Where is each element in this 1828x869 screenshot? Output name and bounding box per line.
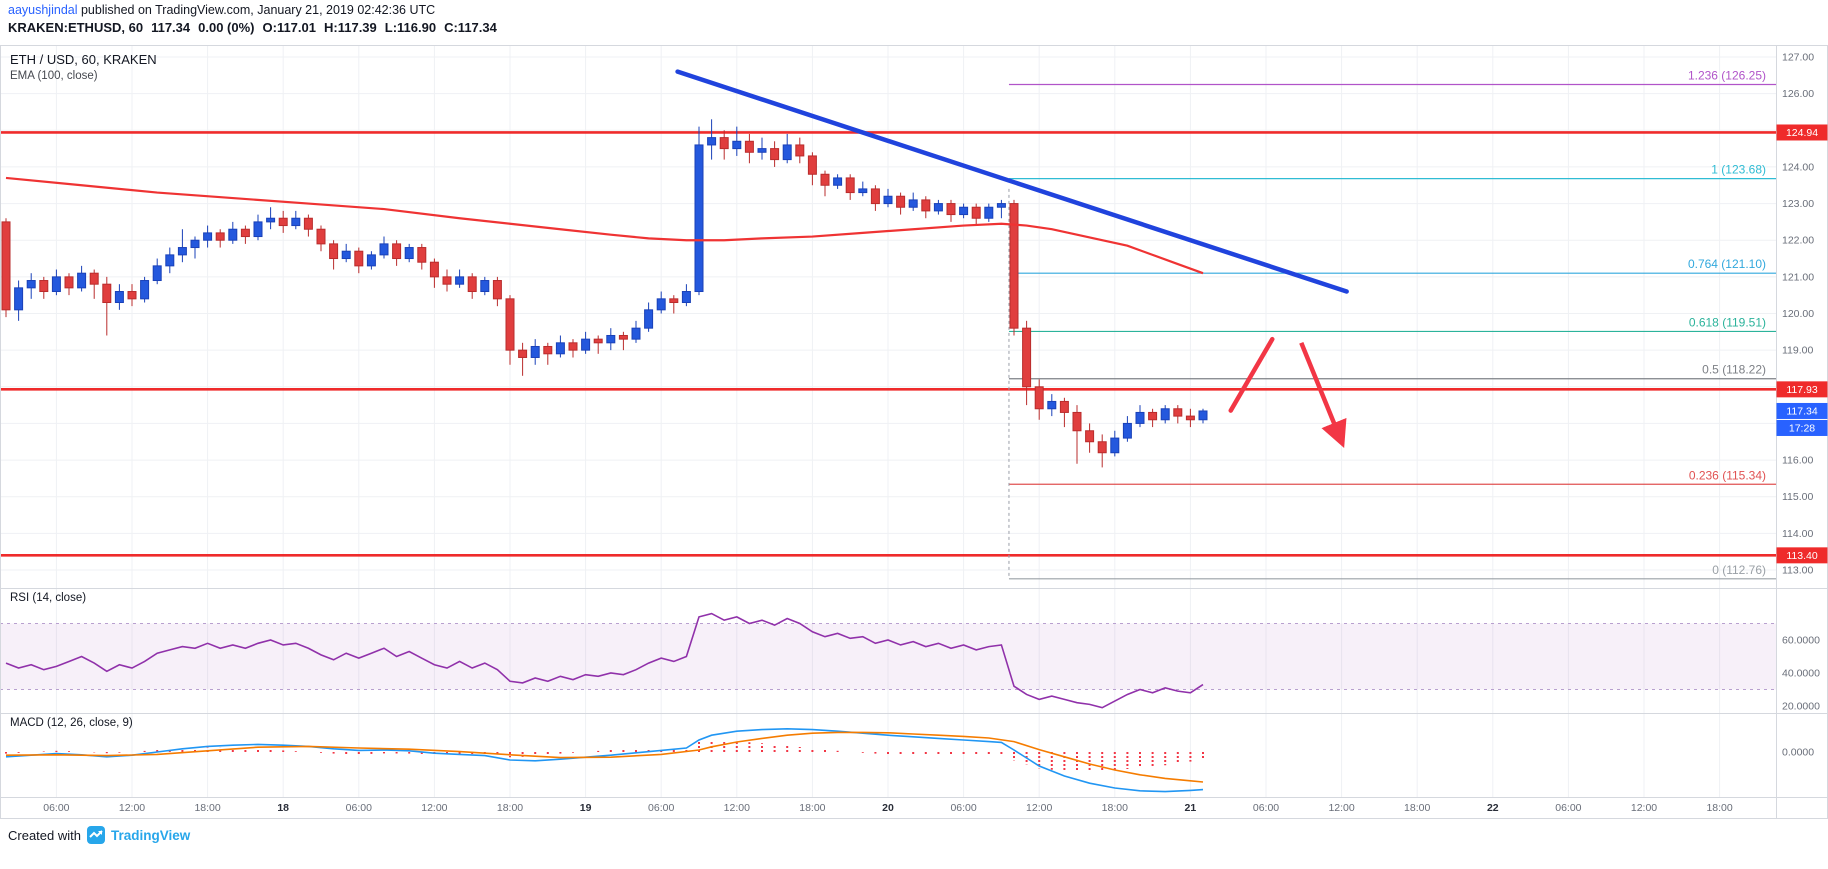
tradingview-brand-link[interactable]: TradingView xyxy=(110,827,191,843)
svg-text:12:00: 12:00 xyxy=(1026,802,1052,814)
horizontal-lines xyxy=(0,131,1776,557)
footer: Created with TradingView xyxy=(8,826,190,844)
svg-text:124.94: 124.94 xyxy=(1786,127,1818,139)
main-pane-legend: ETH / USD, 60, KRAKEN xyxy=(10,52,157,67)
svg-text:18:00: 18:00 xyxy=(1706,802,1732,814)
pane-frame xyxy=(0,45,1828,819)
quote-price: 117.34 xyxy=(151,20,191,35)
svg-text:120.00: 120.00 xyxy=(1782,308,1814,320)
svg-text:0.5 (118.22): 0.5 (118.22) xyxy=(1702,363,1766,377)
svg-text:119.00: 119.00 xyxy=(1782,345,1813,357)
svg-text:19: 19 xyxy=(580,802,592,814)
svg-text:18:00: 18:00 xyxy=(1404,802,1430,814)
svg-text:117.34: 117.34 xyxy=(1786,405,1817,417)
quote-line: KRAKEN:ETHUSD, 60 117.34 0.00 (0%) O:117.01… xyxy=(8,20,505,35)
svg-text:18:00: 18:00 xyxy=(497,802,523,814)
svg-text:127.00: 127.00 xyxy=(1782,52,1814,64)
macd-legend: MACD (12, 26, close, 9) xyxy=(10,717,133,729)
svg-text:0 (112.76): 0 (112.76) xyxy=(1712,563,1766,577)
last-price-tag: 117.34 xyxy=(1776,402,1828,419)
svg-text:40.0000: 40.0000 xyxy=(1782,668,1820,680)
svg-text:12:00: 12:00 xyxy=(1328,802,1354,814)
trend-line xyxy=(675,69,1349,294)
svg-text:114.00: 114.00 xyxy=(1782,528,1813,540)
svg-text:06:00: 06:00 xyxy=(648,802,674,814)
svg-text:06:00: 06:00 xyxy=(43,802,69,814)
grid xyxy=(0,45,1776,797)
quote-change: 0.00 (0%) xyxy=(198,20,255,35)
svg-text:21: 21 xyxy=(1185,802,1197,814)
svg-text:18: 18 xyxy=(277,802,289,814)
svg-text:0.236 (115.34): 0.236 (115.34) xyxy=(1689,468,1766,482)
rsi-line xyxy=(5,612,1204,709)
svg-text:115.00: 115.00 xyxy=(1782,491,1813,503)
svg-text:20: 20 xyxy=(882,802,894,814)
svg-text:116.00: 116.00 xyxy=(1782,455,1813,467)
macd-signal-line xyxy=(5,731,1204,783)
svg-text:0.764 (121.10): 0.764 (121.10) xyxy=(1688,257,1766,271)
svg-text:0.618 (119.51): 0.618 (119.51) xyxy=(1689,315,1766,329)
rsi-legend: RSI (14, close) xyxy=(10,592,87,604)
svg-text:1 (123.68): 1 (123.68) xyxy=(1711,163,1766,177)
svg-text:124.00: 124.00 xyxy=(1782,161,1814,173)
hline-price-tag: 113.40 xyxy=(1776,547,1828,564)
tradingview-logo[interactable] xyxy=(86,826,105,844)
author-link[interactable]: aayushjindal xyxy=(8,3,78,17)
svg-text:06:00: 06:00 xyxy=(346,802,372,814)
rsi-band xyxy=(0,623,1776,690)
time-axis: 06:00 12:00 18:00 18 06:00 12:00 18:00 19 06:00 1… xyxy=(43,802,1733,814)
quote-high: H:117.39 xyxy=(324,20,377,35)
ema-legend: EMA (100, close) xyxy=(10,70,98,82)
svg-text:113.00: 113.00 xyxy=(1782,565,1813,577)
svg-text:12:00: 12:00 xyxy=(421,802,447,814)
macd-axis: 0.0000 xyxy=(1782,747,1814,759)
svg-text:12:00: 12:00 xyxy=(1631,802,1657,814)
quote-open: O:117.01 xyxy=(262,20,317,35)
svg-text:121.00: 121.00 xyxy=(1782,271,1814,283)
svg-text:18:00: 18:00 xyxy=(1102,802,1128,814)
quote-close: C:117.34 xyxy=(444,20,497,35)
bar-countdown-tag: 17:28 xyxy=(1776,419,1828,436)
svg-text:123.00: 123.00 xyxy=(1782,198,1814,210)
svg-text:22: 22 xyxy=(1487,802,1499,814)
svg-text:06:00: 06:00 xyxy=(1555,802,1581,814)
svg-text:0.0000: 0.0000 xyxy=(1782,747,1814,759)
svg-text:06:00: 06:00 xyxy=(950,802,976,814)
svg-text:117.93: 117.93 xyxy=(1786,384,1817,396)
created-with-text: Created with xyxy=(8,827,81,843)
svg-text:18:00: 18:00 xyxy=(799,802,825,814)
ema-line xyxy=(5,176,1204,275)
quote-symbol: KRAKEN:ETHUSD, 60 xyxy=(8,20,144,35)
macd-line xyxy=(5,727,1204,793)
quote-low: L:116.90 xyxy=(384,20,437,35)
svg-text:12:00: 12:00 xyxy=(119,802,145,814)
hline-price-tag: 124.94 xyxy=(1776,124,1828,141)
rsi-axis: 60.0000 40.0000 20.0000 xyxy=(1782,635,1820,713)
svg-text:60.0000: 60.0000 xyxy=(1782,635,1820,647)
svg-text:18:00: 18:00 xyxy=(194,802,220,814)
direction-arrow xyxy=(1228,336,1347,449)
fib-retracement: 1.236 (126.25) 1 (123.68) 0.764 (121.10) 0.… xyxy=(1008,68,1776,580)
candlestick-series xyxy=(1,119,1208,468)
svg-text:17:28: 17:28 xyxy=(1789,422,1815,434)
chart-canvas: 1.236 (126.25) 1 (123.68) 0.764 (121.10) 0.… xyxy=(0,45,1828,819)
byline: aayushjindal published on TradingView.co… xyxy=(8,3,435,17)
svg-text:20.0000: 20.0000 xyxy=(1782,701,1820,713)
svg-text:113.40: 113.40 xyxy=(1786,550,1817,562)
svg-text:06:00: 06:00 xyxy=(1253,802,1279,814)
svg-text:126.00: 126.00 xyxy=(1782,88,1814,100)
svg-text:122.00: 122.00 xyxy=(1782,235,1814,247)
svg-text:12:00: 12:00 xyxy=(724,802,750,814)
hline-price-tag: 117.93 xyxy=(1776,381,1828,398)
byline-text: published on TradingView.com, January 21… xyxy=(77,3,436,17)
svg-text:1.236 (126.25): 1.236 (126.25) xyxy=(1688,68,1766,82)
